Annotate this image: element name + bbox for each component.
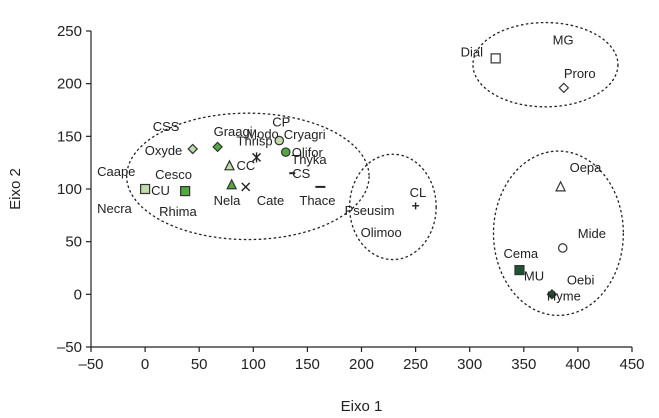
point-label: Cesco [155, 167, 192, 182]
point-label: Necra [97, 201, 132, 216]
point-marker [140, 183, 151, 195]
point-label: CU [151, 183, 170, 198]
cluster-ellipse [126, 112, 370, 241]
y-tick-label: 200 [57, 76, 82, 93]
point-marker [555, 180, 567, 192]
y-tick-label: 250 [57, 23, 82, 40]
point-label: CL [410, 185, 427, 200]
point-label: Oepa [570, 160, 603, 175]
x-tick-label: 400 [565, 356, 590, 373]
point-label: Cryagri [284, 127, 326, 142]
x-tick-label: 450 [619, 356, 644, 373]
x-tick-label: 350 [511, 356, 536, 373]
point-label: Graagi [214, 124, 253, 139]
point-label: CP [272, 115, 290, 130]
cluster-ellipse [492, 150, 624, 317]
x-tick-label: 250 [403, 356, 428, 373]
point-marker [252, 152, 262, 163]
x-tick-label: 50 [191, 356, 208, 373]
point-label: Caape [97, 164, 135, 179]
x-tick-label: 0 [141, 356, 149, 373]
point-label: Nela [214, 193, 242, 208]
point-marker [412, 202, 420, 210]
cluster-ellipse [348, 153, 437, 261]
point-marker [546, 288, 558, 300]
point-marker [241, 182, 251, 192]
point-labels: Caape CU Necra Rhima Cesco Oxyde CSS Graagi CC Ne… [97, 32, 606, 303]
point-label: Thyka [291, 152, 327, 167]
point-label: CS [292, 166, 310, 181]
point-label: Oebi [567, 272, 595, 287]
y-tick-label: 50 [65, 234, 82, 251]
ticks: –50 0 50 100 150 200 250 300 350 400 450 –50 0 50 100 1… [57, 23, 645, 373]
point-label: CC [236, 158, 255, 173]
point-label: Mide [578, 226, 606, 241]
y-tick-label: 0 [74, 286, 82, 303]
point-label: MG [553, 32, 574, 47]
point-label: Proro [564, 66, 596, 81]
y-tick-label: 150 [57, 128, 82, 145]
point-label: Thace [299, 193, 335, 208]
point-marker [280, 147, 291, 157]
point-marker [224, 159, 235, 171]
point-marker [226, 178, 238, 190]
point-label: Oxyde [145, 143, 183, 158]
point-label: Rhima [159, 204, 197, 219]
y-axis-title: Eixo 2 [7, 168, 24, 210]
y-tick-label: 100 [57, 181, 82, 198]
y-tick-label: –50 [57, 339, 82, 356]
x-tick-label: 300 [457, 356, 482, 373]
x-tick-label: 200 [349, 356, 374, 373]
point-marker [490, 53, 501, 64]
markers [140, 53, 570, 300]
point-marker [557, 243, 568, 253]
x-axis-title: Eixo 1 [341, 398, 383, 415]
x-tick-label: 150 [295, 356, 320, 373]
point-marker [274, 135, 285, 146]
point-marker [514, 265, 525, 276]
point-label: CSS [153, 119, 180, 134]
point-label: Dial [461, 44, 484, 59]
point-marker [187, 143, 199, 155]
x-tick-label: –50 [78, 356, 103, 373]
point-label: Modo [246, 127, 279, 142]
point-label: Pseusim [345, 203, 395, 218]
point-label: Hyme [547, 288, 581, 303]
point-marker [558, 82, 570, 94]
point-label: Olimoo [361, 225, 402, 240]
point-label: Cate [257, 193, 284, 208]
x-tick-label: 100 [241, 356, 266, 373]
cluster-ellipses [126, 21, 624, 317]
point-label: MU [524, 268, 544, 283]
point-marker [212, 141, 223, 153]
point-label: Olifor [292, 145, 324, 160]
point-label: Thrisp [237, 133, 273, 148]
point-label: Cema [503, 246, 538, 261]
point-marker [180, 186, 191, 197]
cluster-ellipse [472, 21, 619, 108]
